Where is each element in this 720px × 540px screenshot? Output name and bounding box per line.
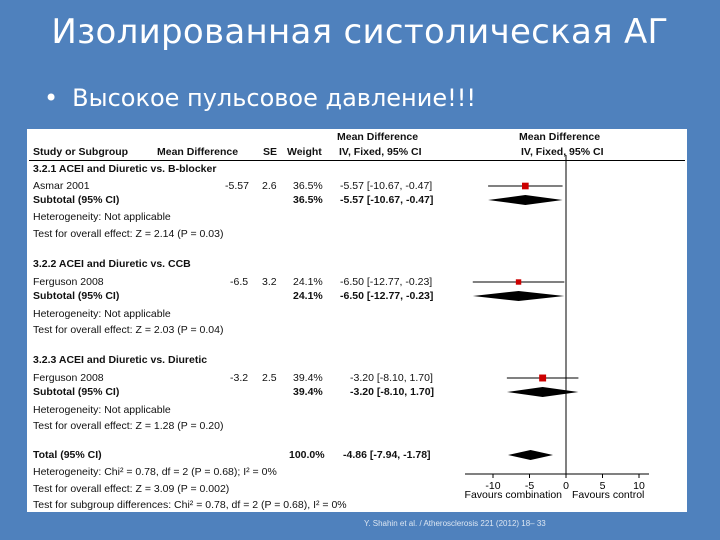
pooled-estimate-diamond (506, 387, 579, 397)
study-weight: 36.5% (293, 180, 323, 192)
x-axis-tick-label: 5 (600, 480, 606, 492)
study-weight: 24.1% (293, 276, 323, 288)
subtotal-ci: -6.50 [-12.77, -0.23] (340, 290, 434, 302)
bullet-text: Высокое пульсовое давление!!! (72, 84, 476, 112)
pooled-estimate-diamond (472, 291, 565, 301)
header-divider (29, 160, 685, 161)
subtotal-label: Subtotal (95% CI) (33, 194, 120, 206)
total-ci: -4.86 [-7.94, -1.78] (343, 449, 431, 461)
heterogeneity-text: Heterogeneity: Not applicable (33, 211, 171, 223)
subgroup-differences-test: Test for subgroup differences: Chi² = 0.… (33, 499, 347, 511)
study-md: -6.5 (230, 276, 249, 288)
overall-effect-text: Test for overall effect: Z = 2.14 (P = 0… (33, 228, 224, 240)
citation: Y. Shahin et al. / Atherosclerosis 221 (… (364, 519, 546, 528)
x-axis-tick-label: -5 (525, 480, 534, 492)
bullet-point: • Высокое пульсовое давление!!! (44, 84, 476, 112)
header-study: Study or Subgroup (33, 146, 129, 158)
study-estimate-marker (539, 374, 547, 382)
group-title: 3.2.3 ACEI and Diuretic vs. Diuretic (33, 354, 208, 366)
study-md: -5.57 (225, 180, 249, 192)
subtotal-weight: 39.4% (293, 386, 323, 398)
subtotal-weight: 24.1% (293, 290, 323, 302)
study-ci: -5.57 [-10.67, -0.47] (340, 180, 433, 192)
slide-title: Изолированная систолическая АГ (51, 12, 669, 52)
study-name: Ferguson 2008 (33, 372, 104, 384)
group-title: 3.2.1 ACEI and Diuretic vs. B-blocker (33, 163, 217, 175)
overall-effect-text: Test for overall effect: Z = 1.28 (P = 0… (33, 420, 224, 432)
pooled-estimate-diamond (488, 195, 563, 205)
subtotal-label: Subtotal (95% CI) (33, 290, 120, 302)
subtotal-ci: -5.57 [-10.67, -0.47] (340, 194, 434, 206)
study-weight: 39.4% (293, 372, 323, 384)
study-name: Asmar 2001 (33, 180, 90, 192)
study-se: 2.6 (262, 180, 277, 192)
study-se: 2.5 (262, 372, 277, 384)
x-axis-tick-label: -10 (485, 480, 500, 492)
header-weight: Weight (287, 146, 322, 158)
total-heterogeneity: Heterogeneity: Chi² = 0.78, df = 2 (P = … (33, 466, 277, 478)
study-se: 3.2 (262, 276, 277, 288)
x-axis-tick-label: 10 (633, 480, 645, 492)
header-ci-top: Mean Difference (337, 131, 419, 143)
subtotal-weight: 36.5% (293, 194, 323, 206)
total-overall-effect: Test for overall effect: Z = 3.09 (P = 0… (33, 483, 230, 495)
group-title: 3.2.2 ACEI and Diuretic vs. CCB (33, 258, 191, 270)
forest-plot-panel: Mean Difference Mean Difference Study or… (27, 129, 687, 512)
x-axis-tick-label: 0 (563, 480, 569, 492)
total-label: Total (95% CI) (33, 449, 102, 461)
overall-effect-text: Test for overall effect: Z = 2.03 (P = 0… (33, 324, 224, 336)
study-ci: -6.50 [-12.77, -0.23] (340, 276, 433, 288)
total-weight: 100.0% (289, 449, 325, 461)
study-md: -3.2 (230, 372, 249, 384)
heterogeneity-text: Heterogeneity: Not applicable (33, 308, 171, 320)
header-plot-top: Mean Difference (519, 131, 601, 143)
pooled-estimate-diamond (508, 450, 554, 460)
subtotal-label: Subtotal (95% CI) (33, 386, 120, 398)
study-name: Ferguson 2008 (33, 276, 104, 288)
header-ci-bottom: IV, Fixed, 95% CI (339, 146, 422, 158)
header-mean-difference: Mean Difference (157, 146, 239, 158)
forest-plot-svg: -10 -5 0 5 10 Favours combination Favours co… (465, 155, 649, 501)
study-estimate-marker (522, 182, 529, 190)
header-se: SE (263, 146, 278, 158)
bullet-symbol: • (44, 84, 59, 112)
axis-label-favours-combination: Favours combination (465, 489, 563, 501)
subtotal-ci: -3.20 [-8.10, 1.70] (350, 386, 435, 398)
heterogeneity-text: Heterogeneity: Not applicable (33, 404, 171, 416)
axis-label-favours-control: Favours control (572, 489, 644, 501)
header-plot-bottom: IV, Fixed, 95% CI (521, 146, 604, 158)
study-estimate-marker (515, 279, 522, 285)
study-ci: -3.20 [-8.10, 1.70] (350, 372, 433, 384)
